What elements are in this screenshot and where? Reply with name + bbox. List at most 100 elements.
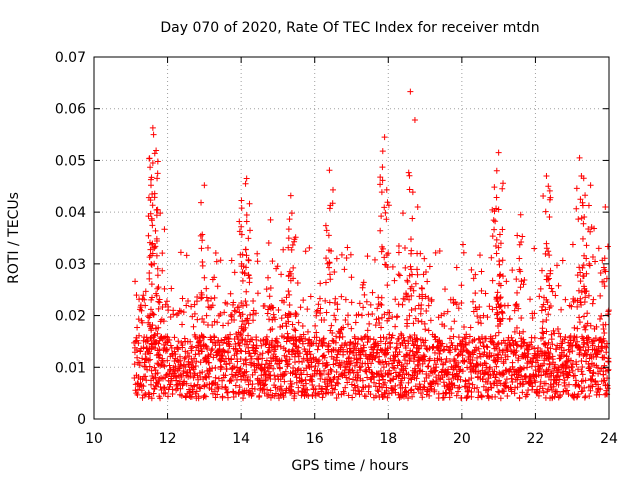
data-point [425,295,432,302]
data-point [198,295,205,302]
data-point [478,320,485,327]
data-point [175,338,182,345]
data-point [191,310,198,317]
data-point [542,208,549,215]
data-point [157,395,164,402]
data-point [602,268,609,275]
data-point [575,391,582,398]
data-point [583,270,590,277]
data-point [260,385,267,392]
data-point [554,325,561,332]
data-point [149,202,156,209]
data-point [213,258,220,265]
data-point [245,381,252,388]
data-point [146,275,153,282]
data-point [211,274,218,281]
data-point [460,249,467,256]
data-point [348,274,355,281]
data-point [428,385,435,392]
data-point [163,298,170,305]
data-point [270,311,277,318]
data-point [331,312,338,319]
data-point [479,334,486,341]
data-point [149,191,156,198]
data-point [593,353,600,360]
data-point [259,350,266,357]
data-point [251,386,258,393]
data-point [403,323,410,330]
data-point [378,314,385,321]
data-point [323,255,330,262]
data-point [484,379,491,386]
data-point [151,331,158,338]
data-point [150,390,157,397]
data-point [578,215,585,222]
data-point [243,288,250,295]
data-point [159,303,166,310]
data-point [504,353,511,360]
data-point [518,315,525,322]
data-point [446,335,453,342]
data-point [422,337,429,344]
data-point [589,342,596,349]
data-point [325,232,332,239]
data-point [144,366,151,373]
data-point [535,344,542,351]
data-point [199,231,206,238]
data-point [495,206,502,213]
data-point [150,131,157,138]
data-point [574,303,581,310]
data-point [602,321,609,328]
data-point [489,233,496,240]
data-point [574,325,581,332]
data-point [198,199,205,206]
data-point [359,377,366,384]
data-point [424,278,431,285]
data-point [533,354,540,361]
data-point [493,304,500,311]
x-tick-label: 22 [527,431,545,447]
data-point [349,394,356,401]
data-point [497,295,504,302]
data-point [500,371,507,378]
data-point [517,211,524,218]
data-point [343,374,350,381]
data-point [604,385,611,392]
data-point [295,384,302,391]
data-point [595,245,602,252]
data-point [303,365,310,372]
data-point [392,382,399,389]
data-point [461,324,468,331]
data-point [384,345,391,352]
data-point [378,213,385,220]
data-point [285,235,292,242]
data-point [412,365,419,372]
data-point [472,346,479,353]
data-point [585,202,592,209]
data-point [177,385,184,392]
data-point [245,271,252,278]
data-point [370,336,377,343]
data-point [511,390,518,397]
data-point [147,335,154,342]
data-point [441,346,448,353]
data-point [334,351,341,358]
data-point [409,393,416,400]
data-point [238,205,245,212]
data-point [239,251,246,258]
data-point [312,363,319,370]
data-point [546,282,553,289]
data-point [405,395,412,402]
data-point [411,354,418,361]
data-point [424,388,431,395]
data-point [587,375,594,382]
data-point [470,351,477,358]
data-point [151,244,158,251]
data-point [136,332,143,339]
axis-ticks: 10 12 14 16 18 20 22 24 0 0.01 0.02 0.03 0.04 0.05 0.0… [55,50,618,447]
data-point [264,386,271,393]
data-point [364,253,371,260]
data-point [150,311,157,318]
data-point [406,312,413,319]
data-point [197,337,204,344]
